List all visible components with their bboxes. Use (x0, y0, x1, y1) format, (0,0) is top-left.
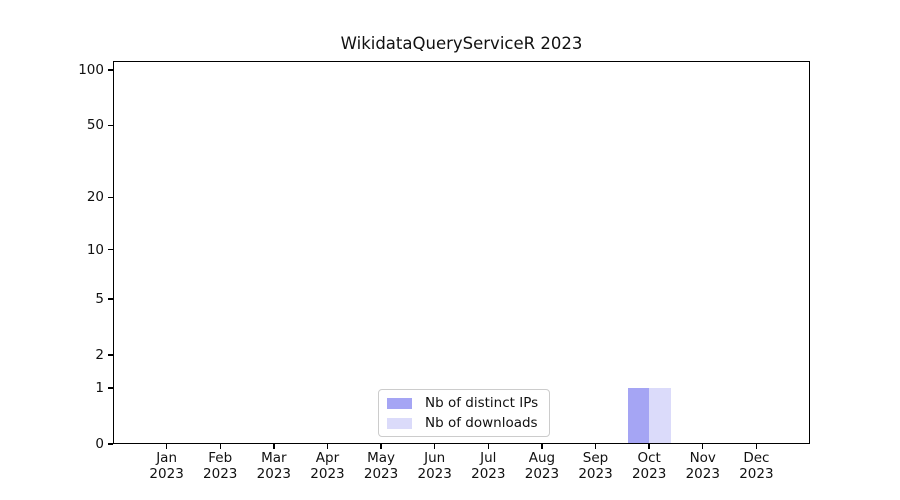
bar-nb-of-distinct-ips (627, 387, 650, 443)
x-tick-label: Apr 2023 (310, 450, 345, 482)
x-tick-label: May 2023 (363, 450, 399, 482)
legend-label-downloads: Nb of downloads (425, 414, 538, 431)
legend-swatch-downloads (387, 417, 412, 429)
y-tick-mark (108, 354, 113, 356)
y-tick-label: 20 (86, 189, 104, 206)
x-tick-mark (755, 444, 758, 449)
legend-item-downloads: Nb of downloads (387, 415, 541, 432)
x-tick-label: Oct 2023 (631, 450, 667, 482)
legend-item-distinct-ips: Nb of distinct IPs (387, 395, 541, 412)
x-tick-mark (433, 444, 436, 449)
y-tick-mark (108, 69, 113, 71)
y-tick-mark (108, 298, 113, 300)
x-tick-mark (219, 444, 221, 449)
chart-title: WikidataQueryServiceR 2023 (340, 34, 583, 53)
y-tick-mark (108, 443, 113, 445)
x-tick-mark (648, 444, 650, 449)
x-tick-mark (165, 444, 168, 449)
x-tick-mark (487, 444, 489, 449)
legend-swatch-distinct-ips (387, 397, 412, 409)
x-tick-label: Aug 2023 (524, 450, 560, 482)
x-tick-label: Feb 2023 (203, 450, 238, 482)
y-tick-label: 50 (86, 117, 104, 134)
x-tick-mark (326, 444, 329, 449)
y-tick-label: 10 (86, 241, 104, 258)
x-tick-label: Jan 2023 (149, 450, 184, 482)
legend-label-distinct-ips: Nb of distinct IPs (425, 394, 539, 411)
x-tick-label: Nov 2023 (685, 450, 720, 482)
y-tick-label: 5 (95, 290, 104, 307)
y-tick-label: 2 (95, 346, 104, 363)
y-tick-label: 100 (78, 62, 104, 79)
x-tick-label: Dec 2023 (739, 450, 774, 482)
x-tick-label: Jul 2023 (471, 450, 506, 482)
y-tick-label: 0 (95, 436, 104, 452)
y-tick-label: 1 (95, 379, 104, 396)
x-tick-label: Jun 2023 (417, 450, 452, 482)
x-tick-label: Mar 2023 (256, 450, 292, 482)
legend: Nb of distinct IPs Nb of downloads (378, 389, 550, 437)
x-tick-mark (380, 444, 382, 449)
bar-nb-of-downloads (649, 387, 671, 443)
y-tick-mark (108, 124, 113, 127)
plot-area (113, 61, 810, 444)
x-tick-mark (702, 444, 704, 449)
x-tick-mark (541, 444, 543, 449)
y-tick-mark (108, 387, 113, 389)
x-tick-label: Sep 2023 (578, 450, 613, 482)
y-tick-mark (108, 196, 113, 199)
y-tick-mark (108, 249, 113, 251)
x-tick-mark (594, 444, 597, 449)
x-tick-mark (273, 444, 275, 449)
